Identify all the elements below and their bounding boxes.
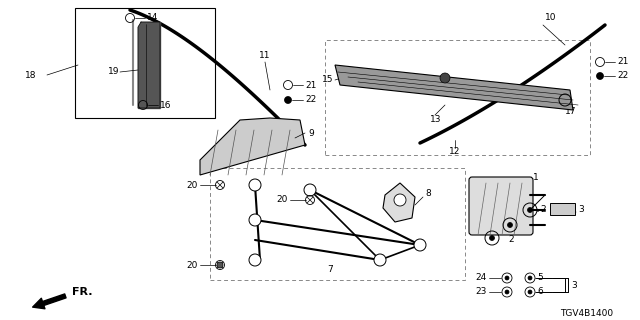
Circle shape [374, 254, 386, 266]
Circle shape [596, 73, 604, 79]
Text: 5: 5 [537, 273, 543, 282]
Text: 12: 12 [449, 148, 461, 156]
Bar [210, 168, 465, 280]
Text: 10: 10 [545, 13, 557, 22]
FancyBboxPatch shape [469, 177, 533, 235]
Text: 20: 20 [187, 260, 198, 269]
Text: 1: 1 [533, 173, 539, 182]
FancyArrowPatch shape [33, 294, 66, 309]
Circle shape [505, 290, 509, 294]
Text: 20: 20 [276, 196, 288, 204]
Circle shape [249, 179, 261, 191]
Text: 16: 16 [160, 100, 172, 109]
Text: 11: 11 [259, 51, 271, 60]
Text: 7: 7 [327, 266, 333, 275]
Text: 9: 9 [308, 129, 314, 138]
Circle shape [285, 97, 291, 103]
Bar [75, 8, 215, 118]
Circle shape [414, 239, 426, 251]
Text: 21: 21 [617, 58, 628, 67]
Circle shape [508, 222, 513, 228]
Circle shape [505, 276, 509, 280]
Text: 18: 18 [25, 70, 36, 79]
Text: 15: 15 [321, 76, 333, 84]
Circle shape [527, 207, 532, 212]
Circle shape [394, 194, 406, 206]
Circle shape [528, 276, 532, 280]
Text: 13: 13 [430, 116, 442, 124]
Text: TGV4B1400: TGV4B1400 [560, 308, 613, 317]
Text: 2: 2 [540, 204, 546, 213]
Text: 24: 24 [476, 273, 487, 282]
Text: 2: 2 [525, 221, 531, 230]
Text: 14: 14 [147, 13, 158, 22]
Text: 20: 20 [187, 180, 198, 189]
Text: 23: 23 [476, 286, 487, 295]
Text: 8: 8 [425, 188, 431, 197]
Text: 2: 2 [508, 236, 514, 244]
Circle shape [249, 254, 261, 266]
Text: 22: 22 [617, 71, 628, 81]
Text: 3: 3 [571, 281, 577, 290]
Bar [550, 203, 575, 215]
Circle shape [304, 184, 316, 196]
Circle shape [490, 236, 495, 241]
Text: 21: 21 [305, 81, 316, 90]
Circle shape [217, 262, 223, 268]
Circle shape [528, 290, 532, 294]
Text: 22: 22 [305, 95, 316, 105]
Circle shape [440, 73, 450, 83]
Polygon shape [200, 118, 305, 175]
Text: 3: 3 [578, 205, 584, 214]
Text: 17: 17 [565, 108, 577, 116]
Polygon shape [138, 22, 160, 108]
Circle shape [249, 214, 261, 226]
Text: 6: 6 [537, 286, 543, 295]
Text: 19: 19 [108, 68, 120, 76]
Bar [325, 40, 590, 155]
Polygon shape [383, 183, 415, 222]
Polygon shape [335, 65, 573, 110]
Text: FR.: FR. [72, 287, 93, 297]
